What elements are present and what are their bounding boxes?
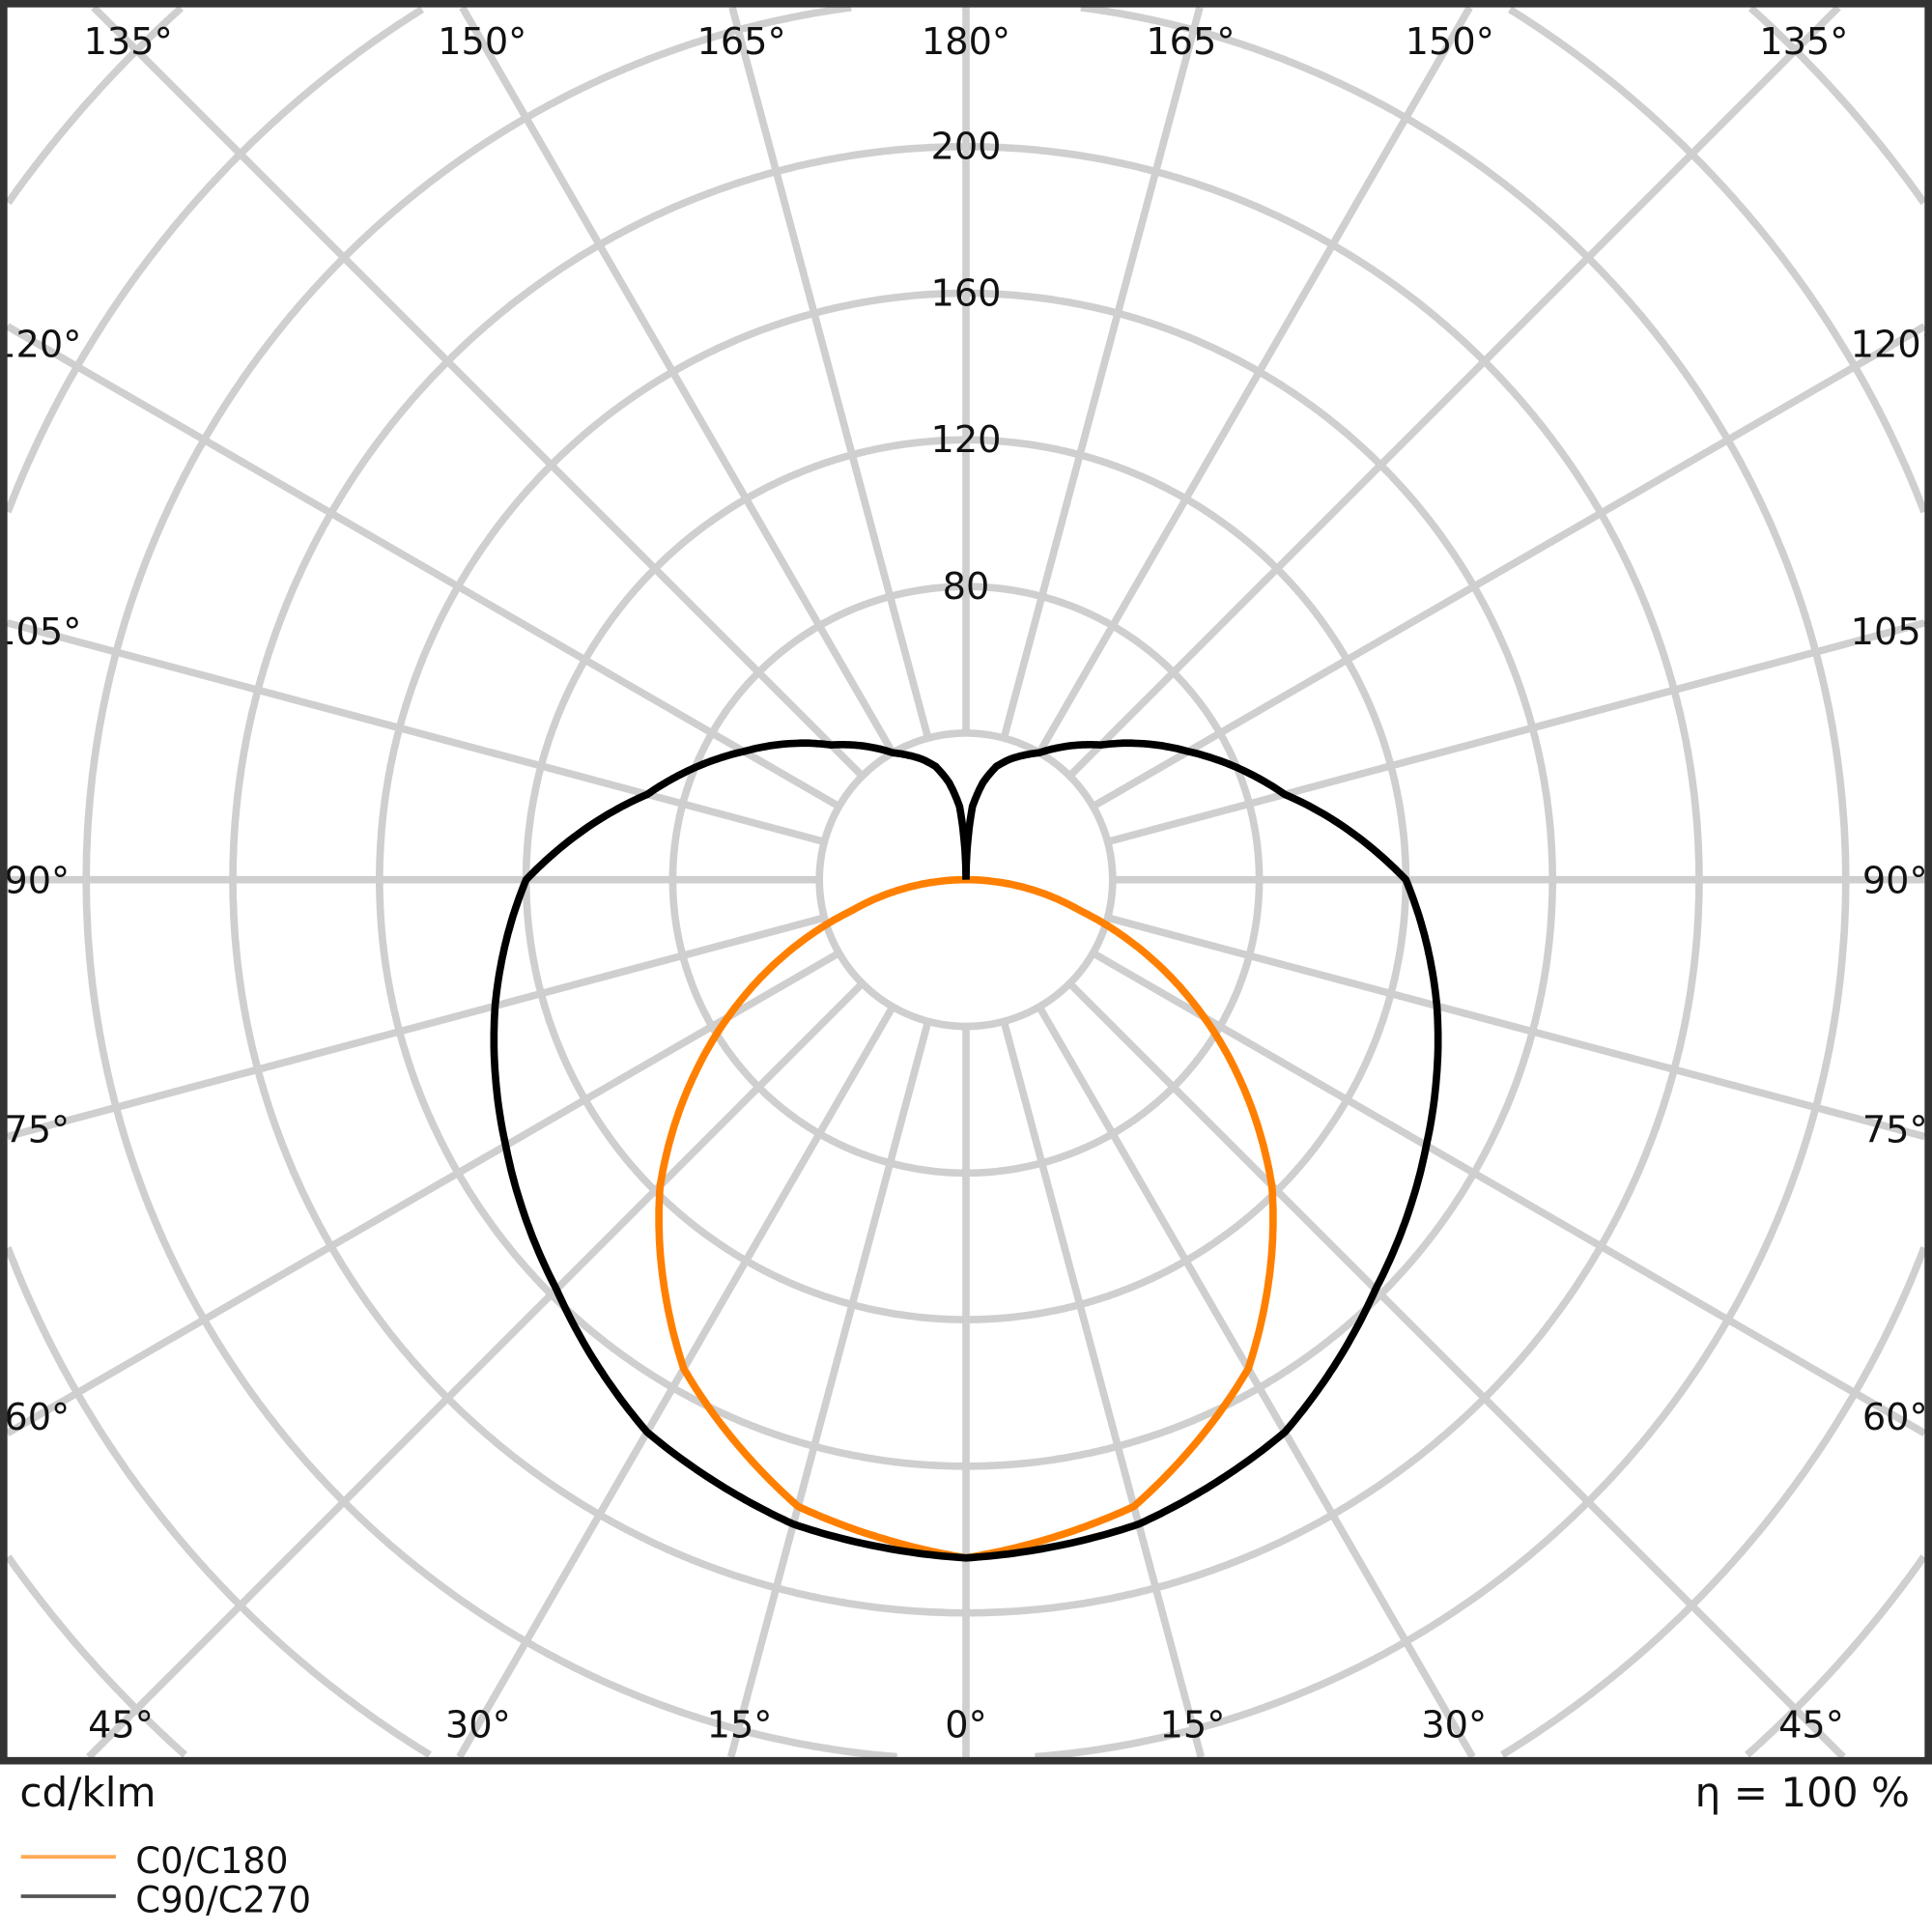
angle-label: 150° — [1406, 20, 1494, 64]
radial-tick-label: 80 — [943, 565, 990, 609]
grid-spoke — [1106, 914, 1926, 1141]
grid-spoke — [1091, 323, 1927, 810]
efficiency-label: η = 100 % — [1695, 1769, 1910, 1816]
grid-spoke — [456, 1005, 896, 1759]
angle-label: 30° — [1421, 1703, 1487, 1747]
grid-circle — [5, 5, 1927, 1758]
plot-frame — [0, 0, 1932, 1765]
angle-label: 135° — [84, 20, 173, 64]
grid-spoke — [726, 1020, 932, 1758]
series-line-c90-c270 — [490, 739, 1442, 1562]
grid-spoke — [728, 6, 932, 740]
legend-label-c0-c180: C0/C180 — [135, 1840, 288, 1882]
grid-spoke — [5, 950, 841, 1436]
angle-label: 165° — [1146, 20, 1235, 64]
angle-label: 165° — [697, 20, 786, 64]
angle-labels: 135° 150° 165° 180° 165° 150° 135° 45° 30° 15° 0° 1… — [0, 20, 1932, 1747]
angle-label: 15° — [1160, 1703, 1226, 1747]
grid-spoke — [1036, 5, 1473, 755]
angle-label: 90° — [1862, 860, 1928, 903]
grid-spoke — [1066, 980, 1846, 1760]
unit-label: cd/klm — [19, 1769, 156, 1816]
angle-label: 15° — [707, 1703, 773, 1747]
angle-label: 45° — [88, 1703, 154, 1747]
angle-label: 150° — [438, 20, 526, 64]
angle-label: 180° — [922, 20, 1010, 64]
angle-label: 75° — [4, 1108, 70, 1151]
grid-spoke — [1106, 619, 1926, 846]
legend: C0/C180 C90/C270 — [20, 1840, 311, 1921]
angle-label: 90° — [4, 860, 70, 903]
angle-label: 75° — [1862, 1108, 1928, 1151]
grid-spoke — [1000, 6, 1204, 740]
grid-spoke — [1000, 1020, 1206, 1758]
legend-label-c90-c270: C90/C270 — [135, 1880, 311, 1921]
angle-label: 45° — [1778, 1703, 1844, 1747]
grid-spoke — [1036, 1005, 1476, 1759]
grid-spoke — [5, 323, 841, 810]
grid-spoke — [6, 914, 826, 1141]
radial-tick-label: 120 — [930, 418, 1001, 462]
radial-tick-labels: 80 120 160 200 — [930, 126, 1001, 609]
angle-label: 105° — [1851, 611, 1932, 654]
radial-tick-label: 160 — [930, 271, 1001, 315]
grid-spoke — [91, 4, 866, 780]
grid-circle — [82, 3, 1850, 1761]
grid-spoke — [1091, 950, 1927, 1436]
radial-tick-label: 200 — [930, 126, 1001, 169]
angle-label: 60° — [1862, 1396, 1928, 1439]
angle-label: 135° — [1759, 20, 1848, 64]
angle-label: 0° — [945, 1703, 986, 1747]
grid-circle — [4, 6, 1928, 1758]
angle-label: 120° — [1851, 323, 1932, 366]
grid-spoke — [1066, 4, 1841, 780]
angle-label: 30° — [445, 1703, 511, 1747]
angle-label: 120° — [0, 323, 81, 366]
grid-spoke — [86, 980, 866, 1760]
angle-label: 105° — [0, 611, 81, 654]
grid-spoke — [459, 5, 896, 755]
grid-spoke — [6, 619, 826, 846]
angle-label: 60° — [4, 1396, 70, 1439]
curves — [490, 739, 1442, 1562]
polar-grid — [4, 3, 1928, 1761]
